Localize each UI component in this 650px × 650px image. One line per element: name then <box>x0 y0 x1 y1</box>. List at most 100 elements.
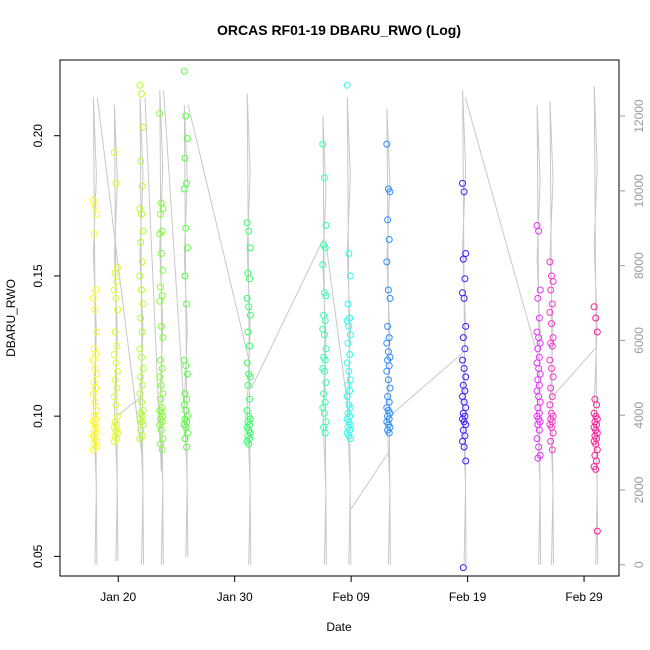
y2-tick-label: 6000 <box>632 327 646 354</box>
y2-tick-label: 2000 <box>632 476 646 503</box>
data-point <box>320 331 328 339</box>
data-point <box>461 387 469 395</box>
data-point <box>139 123 147 131</box>
data-point <box>459 437 466 445</box>
altitude-profile <box>113 104 119 562</box>
altitude-connector <box>117 396 142 416</box>
data-point <box>346 272 354 280</box>
data-point <box>536 339 544 347</box>
data-point <box>157 381 165 389</box>
data-point <box>91 306 99 314</box>
data-points <box>89 67 601 572</box>
data-point <box>93 210 100 218</box>
data-point <box>93 370 100 378</box>
data-point <box>460 398 468 406</box>
data-point <box>548 342 556 350</box>
data-point <box>111 376 119 384</box>
data-point <box>321 429 329 437</box>
altitude-profile <box>159 89 164 565</box>
data-point <box>536 286 544 294</box>
data-point <box>112 179 120 187</box>
altitude-profile <box>322 116 327 565</box>
data-point <box>548 365 555 372</box>
data-point <box>245 227 253 235</box>
data-point <box>138 258 146 266</box>
data-point <box>547 437 555 445</box>
data-point <box>590 303 598 311</box>
data-point <box>320 174 328 182</box>
data-point <box>183 395 191 403</box>
data-point <box>243 219 251 227</box>
data-point <box>89 446 97 454</box>
data-point <box>385 362 393 370</box>
y2-tick-label: 0 <box>632 561 646 568</box>
data-point <box>183 135 191 142</box>
y2-axis: 0 2000 4000 6000 8000 10000 12000 <box>619 99 646 568</box>
data-point <box>112 294 120 302</box>
data-point <box>93 407 100 414</box>
data-point <box>535 353 543 361</box>
data-point <box>346 404 354 412</box>
data-point <box>138 182 146 190</box>
data-point <box>243 294 251 302</box>
data-point <box>460 443 468 451</box>
data-point <box>321 244 329 252</box>
data-point <box>549 373 557 381</box>
data-point <box>459 334 467 342</box>
altitude-connector <box>390 351 465 416</box>
data-point <box>346 387 354 395</box>
data-point <box>322 292 330 300</box>
data-point <box>384 376 392 384</box>
data-point <box>461 432 469 440</box>
data-point <box>138 381 146 389</box>
data-point <box>385 398 393 406</box>
data-point <box>246 373 254 381</box>
data-point <box>533 435 541 443</box>
data-point <box>159 334 167 342</box>
altitude-profile <box>549 101 554 565</box>
data-point <box>159 205 167 213</box>
data-point <box>345 367 353 375</box>
data-point <box>343 81 351 89</box>
x-tick-label: Feb 09 <box>332 590 370 604</box>
data-point <box>110 437 118 445</box>
altitude-profile <box>386 108 391 565</box>
data-point <box>321 317 329 325</box>
data-point <box>89 356 97 364</box>
altitude-connector <box>464 97 540 360</box>
data-point <box>183 300 191 308</box>
data-point <box>157 322 165 330</box>
data-point <box>462 421 470 429</box>
data-point <box>92 384 100 392</box>
data-point <box>459 356 466 364</box>
y-tick-label: 0.05 <box>31 544 45 568</box>
data-point <box>321 398 329 406</box>
data-point <box>136 435 144 443</box>
data-point <box>138 353 145 361</box>
data-point <box>383 367 391 375</box>
data-point <box>139 365 147 372</box>
data-point <box>535 393 543 400</box>
y-tick-label: 0.15 <box>31 264 45 288</box>
altitude-profile <box>536 104 542 565</box>
data-point <box>159 435 167 443</box>
data-point <box>112 359 120 367</box>
data-point <box>90 230 98 238</box>
data-point <box>137 314 145 322</box>
altitude-connector <box>250 239 324 390</box>
data-point <box>91 202 99 210</box>
data-point <box>136 345 144 353</box>
data-point <box>383 140 391 148</box>
data-point <box>533 222 541 229</box>
data-point <box>344 300 352 308</box>
data-point <box>158 292 166 300</box>
data-point <box>462 250 470 257</box>
data-point <box>462 404 470 412</box>
data-point <box>159 390 167 398</box>
data-point <box>535 381 543 389</box>
data-point <box>156 373 164 381</box>
altitude-connector <box>163 89 187 434</box>
x-axis: Jan 20 Jan 30 Feb 09 Feb 19 Feb 29 <box>100 576 603 604</box>
data-point <box>182 407 190 414</box>
data-point <box>139 421 147 429</box>
